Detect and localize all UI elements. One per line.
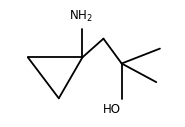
Text: NH$_2$: NH$_2$ xyxy=(69,9,92,24)
Text: HO: HO xyxy=(103,103,121,116)
